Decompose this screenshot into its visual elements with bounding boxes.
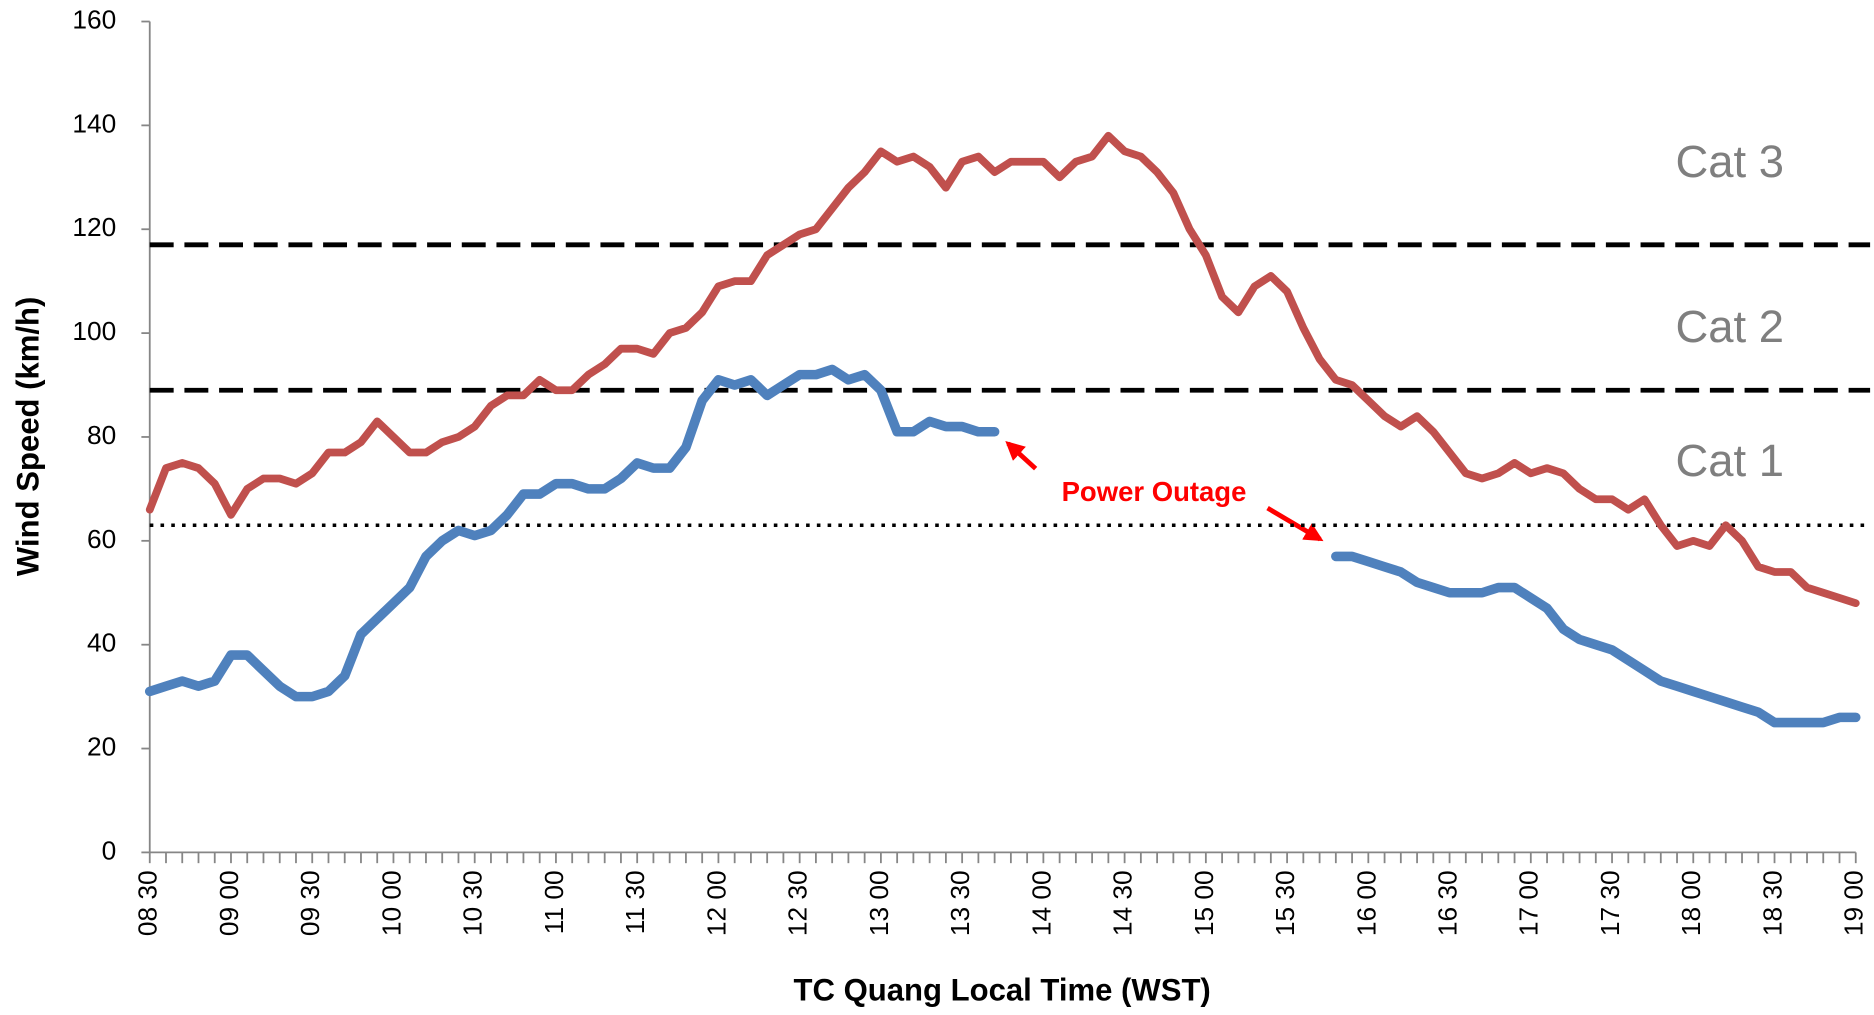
y-tick-label: 80 xyxy=(87,420,116,450)
y-tick-label: 40 xyxy=(87,628,116,658)
category-label: Cat 3 xyxy=(1675,136,1784,187)
x-tick-label: 11 00 xyxy=(539,870,569,934)
x-tick-label: 14 30 xyxy=(1108,870,1138,936)
y-tick-label: 20 xyxy=(87,732,116,762)
x-tick-label: 18 30 xyxy=(1757,870,1787,936)
x-tick-label: 11 30 xyxy=(620,870,650,934)
series-line xyxy=(145,131,1860,608)
category-label: Cat 2 xyxy=(1675,301,1784,352)
x-tick-label: 18 00 xyxy=(1676,870,1706,936)
x-tick-label: 12 30 xyxy=(783,870,813,936)
y-tick-label: 120 xyxy=(72,212,116,242)
x-tick-label: 10 30 xyxy=(458,870,488,936)
y-tick-label: 140 xyxy=(72,108,116,138)
x-tick-label: 17 00 xyxy=(1514,870,1544,936)
x-axis-title: TC Quang Local Time (WST) xyxy=(794,972,1211,1007)
y-tick-label: 100 xyxy=(72,316,116,346)
outage-note: Power Outage xyxy=(1062,476,1247,507)
x-tick-label: 15 00 xyxy=(1189,870,1219,936)
x-tick-label: 10 00 xyxy=(376,870,406,936)
x-tick-label: 16 30 xyxy=(1433,870,1463,936)
x-tick-label: 15 30 xyxy=(1270,870,1300,936)
y-axis-title: Wind Speed (km/h) xyxy=(10,297,45,576)
x-tick-label: 09 00 xyxy=(214,870,244,936)
x-tick-label: 19 00 xyxy=(1839,870,1869,936)
y-tick-label: 0 xyxy=(102,835,117,865)
x-tick-label: 08 30 xyxy=(133,870,163,936)
x-tick-label: 16 00 xyxy=(1351,870,1381,936)
y-tick-label: 160 xyxy=(72,4,116,34)
x-tick-label: 09 30 xyxy=(295,870,325,936)
series-line xyxy=(144,364,1861,728)
x-tick-label: 17 30 xyxy=(1595,870,1625,936)
x-tick-label: 13 30 xyxy=(945,870,975,936)
y-tick-label: 60 xyxy=(87,524,116,554)
x-tick-label: 12 00 xyxy=(701,870,731,936)
arrow xyxy=(1005,440,1038,471)
category-label: Cat 1 xyxy=(1675,435,1784,486)
x-tick-label: 13 00 xyxy=(864,870,894,936)
x-tick-label: 14 00 xyxy=(1026,870,1056,936)
